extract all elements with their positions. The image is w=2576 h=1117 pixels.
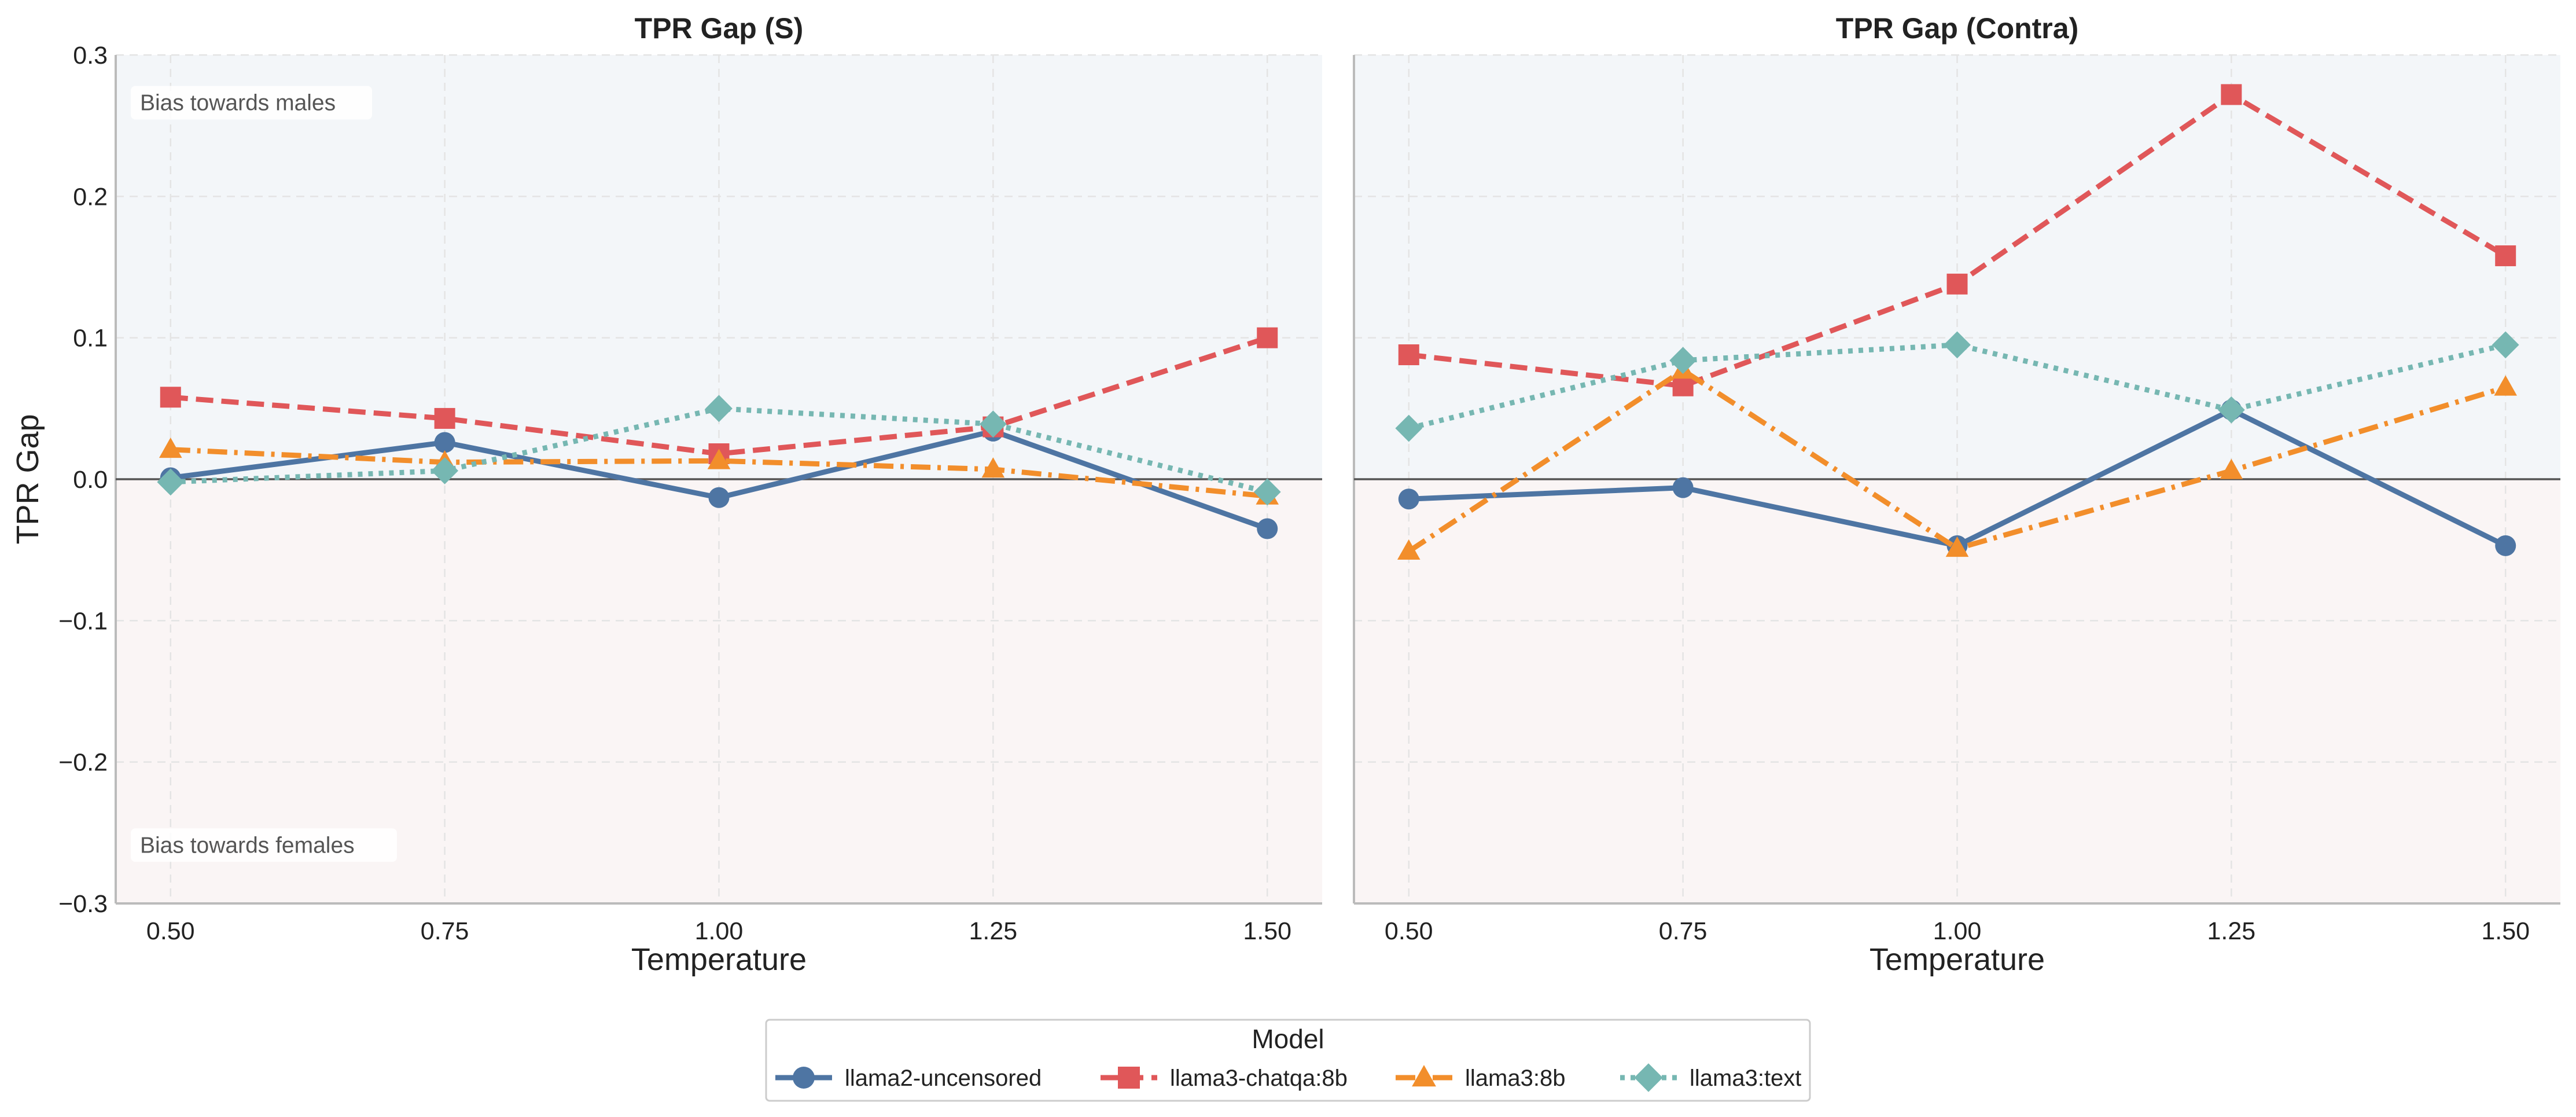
legend-box (765, 1019, 1811, 1102)
point-llama3-8b (1945, 537, 1969, 557)
annotation-female-bias: Bias towards females (140, 833, 355, 858)
point-llama3-text (1669, 347, 1697, 374)
point-llama3-chatqa-8b (1257, 327, 1278, 348)
point-llama3-text (2217, 396, 2245, 424)
x-axis-label: Temperature (631, 942, 807, 977)
x-axis-label: Temperature (1870, 942, 2045, 977)
point-llama2-uncensored (1398, 488, 1419, 510)
point-llama3-text (1944, 331, 1971, 359)
x-tick-label: 0.50 (146, 917, 195, 945)
point-llama3-8b (707, 449, 731, 469)
legend: Model llama2-uncensored llama3-chatqa:8b l… (765, 1019, 1811, 1102)
legend-label-llama2-uncensored: llama2-uncensored (845, 1065, 1042, 1091)
x-tick-label: 1.50 (1243, 917, 1291, 945)
x-tick-label: 1.50 (2481, 917, 2530, 945)
y-tick-label: 0.0 (73, 466, 108, 494)
point-llama3-chatqa-8b (1946, 273, 1968, 295)
x-tick-label: 1.00 (1933, 917, 1982, 945)
point-llama3-chatqa-8b (1398, 344, 1419, 365)
point-llama3-8b (2494, 375, 2518, 396)
point-llama3-chatqa-8b (434, 407, 455, 429)
point-llama3-8b (2220, 458, 2243, 479)
y-tick-label: −0.2 (58, 749, 108, 777)
series-line-llama3-text (1408, 342, 2507, 431)
point-llama3-text (705, 395, 733, 422)
y-tick-label: 0.1 (73, 325, 108, 352)
point-llama3-text (1253, 478, 1281, 506)
panel-title: TPR Gap (Contra) (1836, 12, 2078, 45)
point-llama2-uncensored (1672, 477, 1694, 498)
x-tick-label: 1.25 (2207, 917, 2256, 945)
point-llama3-8b (981, 457, 1005, 478)
legend-label-llama3-chatqa-8b: llama3-chatqa:8b (1170, 1065, 1348, 1091)
panel-tpr-gap-contra: 0.50 0.75 1.00 1.25 1.50 TPR Gap (Contra) Temp… (1353, 12, 2560, 977)
x-tick-label: 1.25 (969, 917, 1018, 945)
x-tick-label: 0.75 (421, 917, 469, 945)
annotation-male-bias: Bias towards males (140, 91, 336, 116)
annotation-box (131, 828, 397, 862)
y-axis-label: TPR Gap (10, 414, 45, 544)
point-llama3-text (431, 457, 459, 484)
point-llama3-chatqa-8b (1672, 375, 1694, 396)
legend-marker-llama3-chatqa-8b (1118, 1067, 1140, 1089)
panel-title: TPR Gap (S) (635, 12, 804, 45)
x-tick-label: 0.75 (1659, 917, 1707, 945)
point-llama3-8b (1397, 539, 1421, 560)
point-llama3-text (979, 410, 1007, 438)
point-llama3-text (1395, 414, 1423, 442)
y-tick-label: 0.2 (73, 183, 108, 211)
legend-marker-llama3-8b (1412, 1065, 1436, 1087)
point-llama3-chatqa-8b (160, 387, 181, 408)
legend-label-llama3-8b: llama3:8b (1465, 1065, 1565, 1091)
point-llama2-uncensored (434, 432, 455, 453)
point-llama2-uncensored (1257, 518, 1278, 539)
y-tick-label: −0.1 (58, 607, 108, 635)
legend-marker-llama2-uncensored (793, 1067, 815, 1089)
point-llama3-chatqa-8b (2221, 84, 2242, 105)
x-tick-label: 1.00 (695, 917, 744, 945)
point-llama2-uncensored (708, 487, 730, 508)
legend-marker-llama3-text (1634, 1063, 1663, 1092)
point-llama3-chatqa-8b (2495, 245, 2516, 266)
y-tick-label: 0.3 (73, 42, 108, 69)
panel-tpr-gap-s: 0.50 0.75 1.00 1.25 1.50 0.3 0.2 0.1 0.0 −0.1 −0.2… (10, 12, 1322, 977)
x-tick-label: 0.50 (1385, 917, 1433, 945)
annotation-box (131, 86, 372, 120)
point-llama2-uncensored (2495, 535, 2516, 556)
legend-title: Model (1252, 1024, 1324, 1054)
point-llama3-text (157, 468, 185, 496)
point-llama3-text (2492, 331, 2519, 359)
point-llama3-8b (159, 437, 182, 458)
legend-label-llama3-text: llama3:text (1690, 1065, 1801, 1091)
y-tick-label: −0.3 (58, 890, 108, 918)
